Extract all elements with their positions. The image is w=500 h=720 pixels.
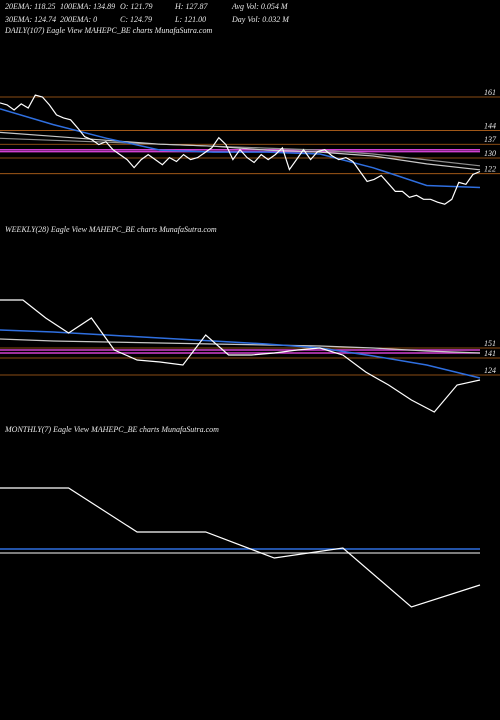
header-stat: 100EMA: 134.89 <box>60 2 115 11</box>
price-line <box>0 299 481 413</box>
ema-line <box>0 329 481 379</box>
level-label: 130 <box>484 149 496 158</box>
level-label: 144 <box>484 121 496 130</box>
panel-label: MONTHLY(7) Eagle View MAHEPC_BE charts M… <box>4 425 219 434</box>
level-label: 141 <box>484 349 496 358</box>
level-label: 161 <box>484 88 496 97</box>
header-stat: H: 127.87 <box>174 2 208 11</box>
header-stat: Avg Vol: 0.054 M <box>231 2 289 11</box>
level-label: 151 <box>484 339 496 348</box>
ema-line <box>0 137 481 167</box>
level-label: 137 <box>484 135 497 144</box>
level-label: 122 <box>484 165 496 174</box>
header-stat: 20EMA: 118.25 <box>5 2 56 11</box>
header-stat: C: 124.79 <box>120 15 152 24</box>
level-label: 124 <box>484 366 496 375</box>
price-line <box>0 487 481 608</box>
header-stat: 200EMA: 0 <box>60 15 97 24</box>
header-stat: L: 121.00 <box>174 15 206 24</box>
price-line <box>0 94 481 205</box>
panel-label: WEEKLY(28) Eagle View MAHEPC_BE charts M… <box>5 225 217 234</box>
ema-line <box>0 338 481 354</box>
header-stat: O: 121.79 <box>120 2 152 11</box>
header-stat: Day Vol: 0.032 M <box>231 15 290 24</box>
header-stat: 30EMA: 124.74 <box>4 15 56 24</box>
ema-line <box>0 131 481 171</box>
panel-label: DAILY(107) Eagle View MAHEPC_BE charts M… <box>4 26 212 35</box>
